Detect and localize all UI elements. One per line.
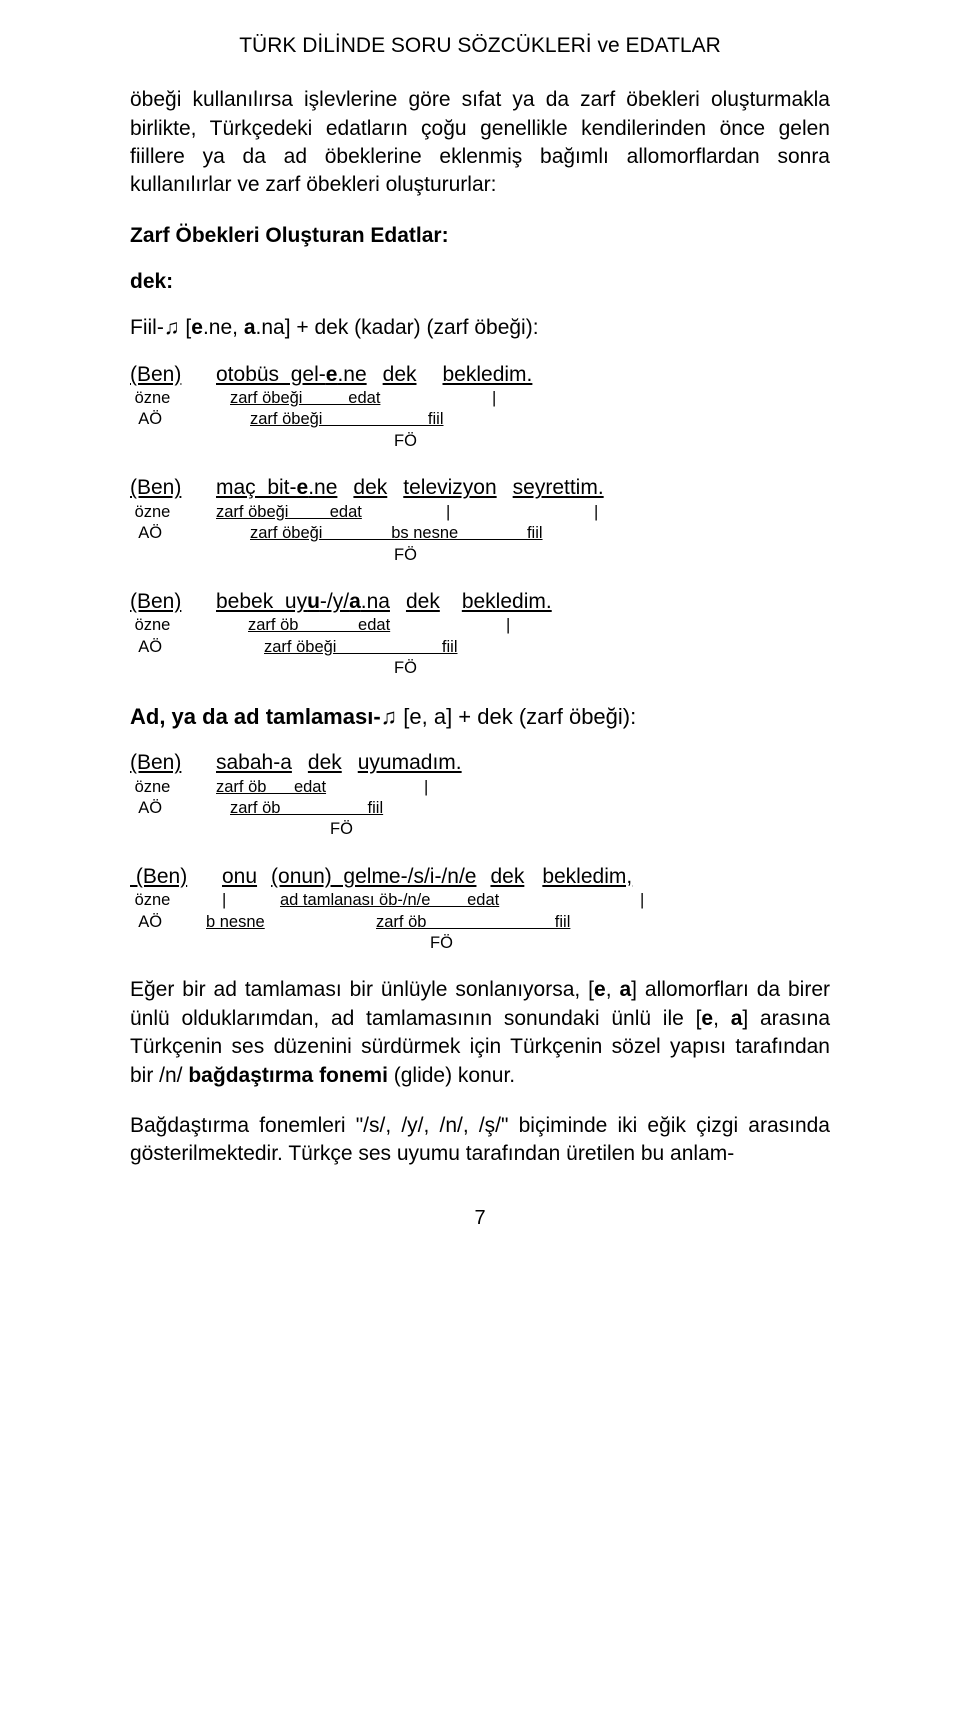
- ex5-line3: AÖ b nesne zarf öb fiil: [130, 912, 830, 933]
- ad-pre: Ad, ya da ad tamlaması-: [130, 704, 381, 729]
- ex4-l1-c2: sabah-a: [216, 749, 292, 776]
- ex5-l1-c2: onu: [222, 863, 257, 890]
- ad-formula-line: Ad, ya da ad tamlaması-♫ [e, a] + dek (z…: [130, 702, 830, 732]
- ex5-l3-c3: zarf öb fiil: [376, 912, 570, 933]
- ex4-l3-c2: zarf öb fiil: [230, 798, 383, 819]
- example-3: (Ben) bebek uyu-/y/a.na dek bekledim. öz…: [130, 588, 830, 680]
- ex4-l1-c3: dek: [308, 749, 342, 776]
- subhead-zarf-obekleri: Zarf Öbekleri Oluşturan Edatlar:: [130, 222, 830, 250]
- ad-note: ♫: [381, 704, 398, 729]
- ex3-l1-c3: dek: [406, 588, 440, 615]
- ex3-l1-c4: bekledim.: [462, 588, 552, 615]
- ex2-l2-c3: |: [446, 502, 594, 523]
- fiil-mid2: .na] + dek (kadar) (zarf öbeği):: [256, 316, 539, 339]
- ex4-line2: özne zarf öb edat |: [130, 777, 830, 798]
- ex2-l2-c4: |: [594, 502, 598, 523]
- ex4-l1-c4: uyumadım.: [358, 749, 462, 776]
- fiil-bold-a: a: [244, 316, 256, 339]
- ex2-l2-c2: zarf öbeği edat: [216, 502, 394, 523]
- ex1-l2-c1: özne: [130, 388, 230, 409]
- ex5-l2-c2: |: [222, 890, 280, 911]
- ex3-l3-c1: AÖ: [130, 637, 264, 658]
- paragraph-allomorph: Eğer bir ad tamlaması bir ünlüyle sonlan…: [130, 976, 830, 1089]
- ex1-line2: özne zarf öbeği edat |: [130, 388, 830, 409]
- ex3-l2-c2: zarf öb edat: [248, 615, 438, 636]
- ex2-l3-c2: zarf öbeği bs nesne fiil: [250, 523, 543, 544]
- ex5-line1: (Ben) onu (onun) gelme-/s/i-/n/e dek bek…: [130, 863, 830, 890]
- ex2-l1-c3: dek: [353, 474, 387, 501]
- ex4-l2-c2: zarf öb edat: [216, 777, 356, 798]
- ex1-l1-c2: otobüs gel-e.ne: [216, 361, 367, 388]
- example-4: (Ben) sabah-a dek uyumadım. özne zarf öb…: [130, 749, 830, 841]
- ex1-l1-c3: dek: [383, 361, 417, 388]
- fiil-formula-line: Fiil-♫ [e.ne, a.na] + dek (kadar) (zarf …: [130, 314, 830, 342]
- ex2-l1-c1: (Ben): [130, 474, 202, 501]
- ex2-line1: (Ben) maç bit-e.ne dek televizyon seyret…: [130, 474, 830, 501]
- ex3-l2-c3: |: [506, 615, 510, 636]
- paragraph-phonemes: Bağdaştırma fonemleri "/s/, /y/, /n/, /ş…: [130, 1112, 830, 1169]
- ex1-fo: FÖ: [394, 431, 830, 452]
- ex3-l3-c2: zarf öbeği fiil: [264, 637, 457, 658]
- ex1-l2-c3: |: [492, 388, 496, 409]
- page-number: 7: [130, 1205, 830, 1232]
- ex2-fo: FÖ: [394, 545, 830, 566]
- ex2-l1-c4: televizyon: [403, 474, 496, 501]
- ex5-l1-c1: (Ben): [130, 863, 208, 890]
- ex5-l2-c3: ad tamlanası öb-/n/e edat: [280, 890, 548, 911]
- ex4-line1: (Ben) sabah-a dek uyumadım.: [130, 749, 830, 776]
- ex3-line1: (Ben) bebek uyu-/y/a.na dek bekledim.: [130, 588, 830, 615]
- ex1-line1: (Ben) otobüs gel-e.ne dek bekledim.: [130, 361, 830, 388]
- ex4-l2-c3: |: [424, 777, 428, 798]
- ex5-l3-c1: AÖ: [130, 912, 206, 933]
- ex1-l1-c1: (Ben): [130, 361, 202, 388]
- ex1-l3-c1: AÖ: [130, 409, 250, 430]
- ex5-l3-c2: b nesne: [206, 912, 296, 933]
- ex2-l2-c1: özne: [130, 502, 216, 523]
- example-2: (Ben) maç bit-e.ne dek televizyon seyret…: [130, 474, 830, 566]
- ex4-l2-c1: özne: [130, 777, 216, 798]
- ex2-line2: özne zarf öbeği edat | |: [130, 502, 830, 523]
- ex4-l1-c1: (Ben): [130, 749, 202, 776]
- ex3-l1-c2: bebek uyu-/y/a.na: [216, 588, 390, 615]
- ex4-fo: FÖ: [330, 819, 830, 840]
- ex5-l1-c4: dek: [490, 863, 524, 890]
- ex3-fo: FÖ: [394, 658, 830, 679]
- example-1: (Ben) otobüs gel-e.ne dek bekledim. özne…: [130, 361, 830, 453]
- ex2-line3: AÖ zarf öbeği bs nesne fiil: [130, 523, 830, 544]
- ex5-fo: FÖ: [430, 933, 830, 954]
- fiil-bold-e: e: [191, 316, 203, 339]
- intro-paragraph: öbeği kullanılırsa işlevlerine göre sıfa…: [130, 86, 830, 199]
- ex2-l1-c2: maç bit-e.ne: [216, 474, 337, 501]
- ex2-l1-c5: seyrettim.: [513, 474, 604, 501]
- fiil-pre: Fiil-♫ [: [130, 316, 191, 339]
- ex3-line2: özne zarf öb edat |: [130, 615, 830, 636]
- ad-post: [e, a] + dek (zarf öbeği):: [397, 704, 636, 729]
- page-header-title: TÜRK DİLİNDE SORU SÖZCÜKLERİ ve EDATLAR: [130, 32, 830, 60]
- ex1-l1-c4: bekledim.: [443, 361, 533, 388]
- ex2-l3-c1: AÖ: [130, 523, 250, 544]
- fiil-mid1: .ne,: [203, 316, 244, 339]
- ex5-l2-c4: |: [640, 890, 644, 911]
- ex3-l1-c1: (Ben): [130, 588, 202, 615]
- ex4-line3: AÖ zarf öb fiil: [130, 798, 830, 819]
- ex1-l3-c2: zarf öbeği fiil: [250, 409, 443, 430]
- ex5-line2: özne | ad tamlanası öb-/n/e edat |: [130, 890, 830, 911]
- subhead-dek: dek:: [130, 268, 830, 296]
- example-5: (Ben) onu (onun) gelme-/s/i-/n/e dek bek…: [130, 863, 830, 955]
- ex1-line3: AÖ zarf öbeği fiil: [130, 409, 830, 430]
- ex4-l3-c1: AÖ: [130, 798, 230, 819]
- ex5-l1-c3: (onun) gelme-/s/i-/n/e: [271, 863, 476, 890]
- ex5-l2-c1: özne: [130, 890, 222, 911]
- ex3-line3: AÖ zarf öbeği fiil: [130, 637, 830, 658]
- ex3-l2-c1: özne: [130, 615, 248, 636]
- ex1-l2-c2: zarf öbeği edat: [230, 388, 420, 409]
- ex5-l1-c5: bekledim,: [542, 863, 632, 890]
